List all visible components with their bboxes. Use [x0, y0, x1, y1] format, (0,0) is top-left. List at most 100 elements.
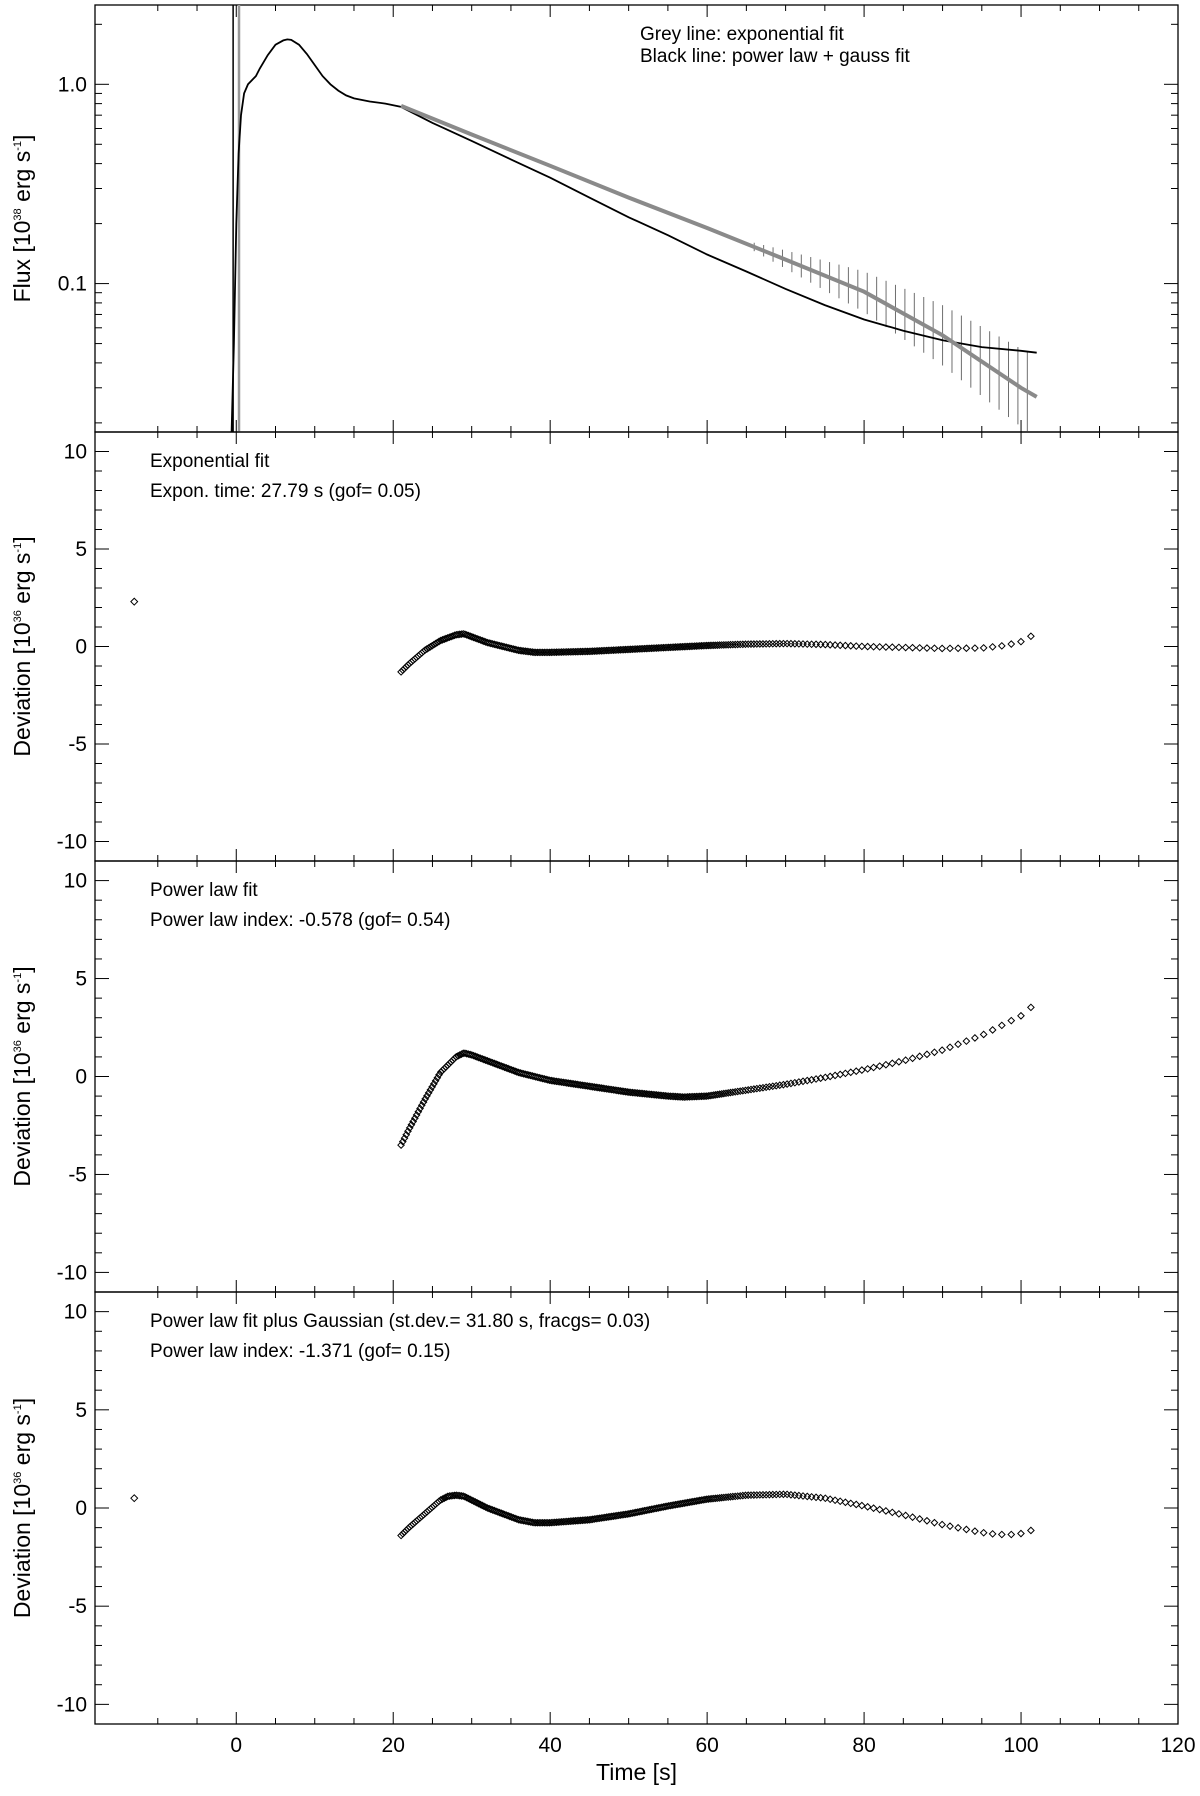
- x-tick-label: 20: [382, 1734, 405, 1757]
- residual-point: [509, 1513, 518, 1522]
- residual-point: [881, 1507, 890, 1515]
- residual-point: [1017, 1529, 1025, 1538]
- residual-point: [397, 1141, 405, 1149]
- residual-point: [875, 1505, 884, 1514]
- residual-point: [621, 645, 630, 654]
- residual-point: [504, 1064, 513, 1073]
- residual-point: [954, 644, 963, 653]
- residual-point: [741, 640, 750, 649]
- residual-point: [481, 1056, 490, 1065]
- residual-point: [894, 1509, 903, 1518]
- residual-point: [930, 1048, 939, 1057]
- residual-point: [464, 631, 473, 640]
- residual-point: [478, 636, 487, 645]
- residual-point: [688, 1092, 697, 1101]
- annotation: Power law index: -1.371 (gof= 0.15): [150, 1341, 450, 1362]
- residual-point: [542, 1518, 551, 1527]
- residual-point: [726, 1492, 735, 1501]
- residual-point: [461, 630, 469, 639]
- residual-point: [476, 636, 485, 644]
- residual-point: [962, 644, 971, 653]
- plot-frame: [94, 4, 1179, 433]
- residual-point: [659, 643, 668, 652]
- residual-point: [630, 645, 639, 654]
- residual-point: [678, 642, 687, 651]
- residual-point: [668, 643, 677, 652]
- y-tick-label: 1.0: [58, 73, 87, 96]
- residual-point: [467, 1496, 476, 1505]
- residual-point: [1017, 637, 1025, 646]
- residual-point: [606, 646, 614, 655]
- residual-point: [807, 640, 816, 649]
- residual-point: [554, 1518, 563, 1527]
- y-axis-title-part: erg s: [9, 151, 35, 209]
- y-axis-title-part: -1: [12, 141, 24, 151]
- plot-area: [397, 1003, 1035, 1149]
- residual-point: [402, 1130, 411, 1139]
- y-tick-label: 0: [75, 636, 87, 659]
- residual-point: [908, 643, 917, 652]
- residual-point: [500, 1063, 509, 1072]
- residual-point: [697, 641, 706, 650]
- residual-point: [775, 1081, 784, 1090]
- residual-point: [398, 1137, 407, 1146]
- y-tick-label: 10: [64, 870, 87, 893]
- residual-point: [979, 643, 988, 652]
- residual-point: [680, 642, 689, 651]
- residual-point: [946, 1522, 954, 1531]
- residual-point: [954, 1523, 963, 1532]
- residual-point: [486, 1505, 495, 1514]
- residual-point: [669, 643, 678, 652]
- residual-point: [841, 641, 850, 650]
- residual-point: [493, 1507, 502, 1516]
- residual-point: [772, 1490, 781, 1499]
- residual-point: [997, 1021, 1006, 1030]
- residual-point: [486, 1058, 495, 1067]
- residual-point: [821, 640, 830, 649]
- residual-outlier-point: [130, 597, 139, 606]
- y-axis-title-part: ]: [9, 536, 35, 542]
- residual-point: [946, 644, 954, 653]
- residual-point: [500, 1510, 509, 1519]
- residual-point: [888, 1059, 897, 1068]
- residual-point: [502, 1511, 511, 1520]
- residual-point: [719, 1089, 728, 1098]
- residual-point: [724, 640, 733, 649]
- residual-point: [722, 1089, 730, 1098]
- residual-point: [547, 1518, 556, 1527]
- residual-point: [724, 1089, 733, 1097]
- residual-point: [787, 1490, 795, 1499]
- residual-point: [474, 635, 483, 644]
- residual-point: [683, 642, 692, 651]
- residual-outlier-point: [130, 1494, 139, 1503]
- residual-point: [644, 644, 652, 653]
- y-axis-title-part: -1: [12, 1404, 24, 1414]
- y-axis-title: Flux [1038 erg s-1]: [9, 135, 35, 303]
- panel-powerlaw-residuals: 10 5 0 -5 -10 Deviation [1036 erg s-1] Power l…: [9, 860, 1179, 1293]
- y-axis-title-part: ]: [9, 1398, 35, 1404]
- residual-point: [988, 1529, 997, 1538]
- residual-point: [863, 1064, 872, 1073]
- residual-point: [695, 1092, 704, 1101]
- residual-point: [869, 1504, 878, 1513]
- residual-point: [682, 1093, 690, 1101]
- residual-point: [736, 640, 745, 649]
- y-axis-title-part: Flux [10: [9, 221, 35, 303]
- residual-point: [528, 1518, 537, 1527]
- residual-point: [436, 1496, 445, 1504]
- x-tick-label: 60: [695, 1734, 718, 1757]
- residual-point: [807, 1492, 816, 1501]
- residual-point: [466, 632, 475, 641]
- residual-point: [623, 645, 632, 654]
- residual-point: [666, 1092, 675, 1101]
- residual-point: [480, 1055, 488, 1064]
- residual-point: [875, 1062, 884, 1071]
- residual-point: [571, 1516, 580, 1525]
- residual-point: [863, 1502, 872, 1511]
- residual-point: [852, 1500, 861, 1509]
- residual-point: [938, 644, 947, 653]
- residual-point: [923, 644, 931, 652]
- residual-point: [654, 644, 663, 652]
- residual-point: [841, 1069, 850, 1078]
